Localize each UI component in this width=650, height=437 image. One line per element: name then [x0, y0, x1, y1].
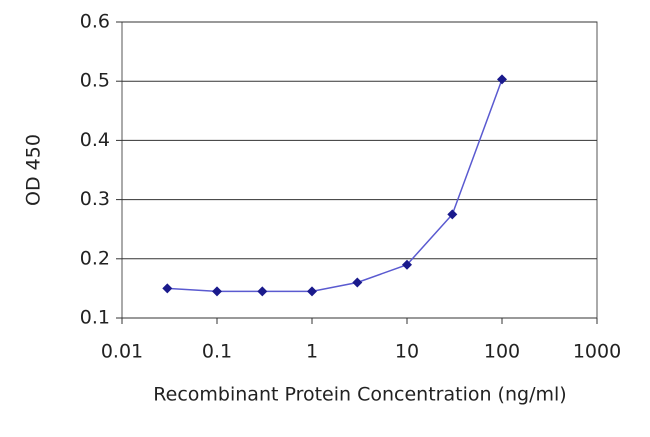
y-tick-label: 0.4 [80, 129, 110, 151]
data-point [257, 286, 268, 297]
x-tick-label: 0.01 [101, 341, 143, 363]
y-tick-label: 0.5 [80, 70, 110, 92]
plot-frame [121, 21, 598, 319]
data-point [402, 259, 412, 270]
x-tick-label: 1000 [573, 341, 621, 363]
x-tick-label: 10 [395, 341, 419, 363]
series-line [167, 79, 503, 293]
data-point [212, 286, 222, 297]
y-tick-label: 0.6 [80, 11, 110, 33]
data-point [447, 209, 458, 220]
data-point [497, 74, 507, 85]
x-tick-label: 0.1 [202, 341, 232, 363]
y-axis-label: OD 450 [23, 134, 45, 206]
x-axis-label: Recombinant Protein Concentration (ng/ml… [153, 384, 566, 406]
data-point [307, 286, 317, 297]
data-point [352, 277, 363, 288]
x-tick-label: 100 [484, 341, 520, 363]
data-point [162, 283, 173, 294]
y-tick-label: 0.3 [80, 188, 110, 210]
x-tick-label: 1 [306, 341, 318, 363]
y-tick-label: 0.1 [80, 307, 110, 329]
y-tick-label: 0.2 [80, 247, 110, 269]
